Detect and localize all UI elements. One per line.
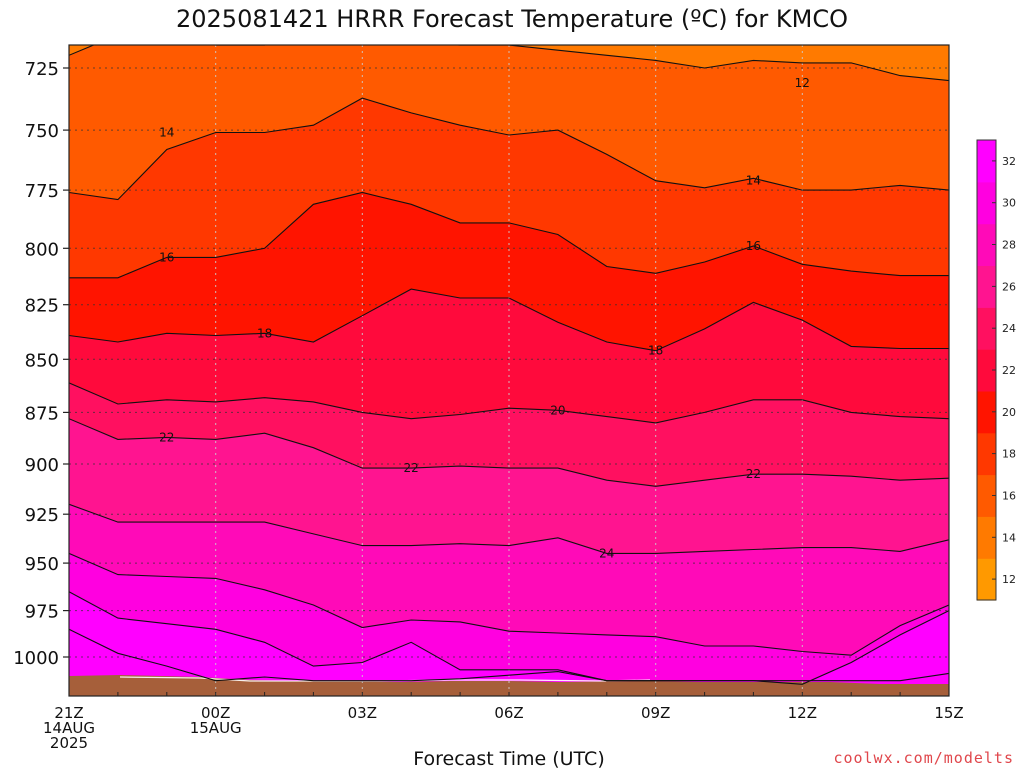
isotherm-16 — [69, 191, 949, 279]
y-tick-label-800: 800 — [25, 239, 59, 260]
colorbar-label-26: 26 — [1002, 280, 1016, 293]
contour-label-22: 22 — [404, 461, 419, 475]
y-tick-label-850: 850 — [25, 350, 59, 371]
isotherm-20 — [69, 382, 949, 424]
contour-label-18: 18 — [257, 326, 272, 340]
contour-labels: 12 14 14 16 16 18 18 20 22 22 22 24 — [159, 76, 810, 560]
y-tick-label-750: 750 — [25, 121, 59, 142]
y-tick-label-975: 975 — [25, 602, 59, 623]
x-tick-label-12Z: 12Z — [788, 704, 817, 722]
x-tick-label-15Z: 15Z — [934, 704, 963, 722]
band-14-16 — [69, 45, 949, 200]
isotherm-18 — [69, 288, 949, 352]
x-tick-label-21Z: 21Z — [54, 704, 83, 722]
band-12-14 — [69, 45, 949, 81]
x-tick-label-09Z: 09Z — [641, 704, 670, 722]
contour-label-16: 16 — [159, 250, 174, 264]
colorbar-label-20: 20 — [1002, 406, 1016, 419]
y-tick-label-1000: 1000 — [13, 648, 59, 669]
credit-link[interactable]: coolwx.com/modelts — [833, 749, 1014, 767]
contour-label-22: 22 — [159, 430, 174, 444]
colorbar-label-22: 22 — [1002, 364, 1016, 377]
colorbar-swatch-5 — [977, 349, 996, 392]
y-tick-label-875: 875 — [25, 403, 59, 424]
contour-label-22: 22 — [746, 467, 761, 481]
x-tick-label-06Z: 06Z — [494, 704, 523, 722]
colorbar-swatch-7 — [977, 265, 996, 308]
contour-label-18: 18 — [648, 344, 663, 358]
y-tick-label-825: 825 — [25, 296, 59, 317]
colorbar-swatch-4 — [977, 390, 996, 434]
x-tick-label-15AUG: 15AUG — [190, 719, 242, 737]
isotherm-22 — [69, 418, 949, 487]
isotherm-26 — [69, 552, 949, 656]
contour-label-16: 16 — [746, 239, 761, 253]
colorbar-label-14: 14 — [1002, 531, 1016, 544]
contour-label-14: 14 — [159, 126, 174, 140]
x-tick-label-03Z: 03Z — [348, 704, 377, 722]
chart-title: 2025081421 HRRR Forecast Temperature (ºC… — [176, 5, 848, 33]
colorbar-swatch-8 — [977, 223, 996, 266]
isotherm-14 — [69, 97, 949, 201]
colorbar-label-24: 24 — [1002, 322, 1016, 335]
colorbar-swatch-2 — [977, 474, 996, 517]
isotherm-28 — [69, 591, 949, 685]
ground-band — [69, 675, 949, 696]
x-tick-label-14AUG: 14AUG — [43, 719, 95, 737]
colorbar-label-12: 12 — [1002, 573, 1016, 586]
colorbar: 12 14 16 18 20 22 24 26 28 30 32 — [976, 139, 1016, 601]
contour-label-20: 20 — [550, 403, 565, 417]
colorbar-label-16: 16 — [1002, 490, 1016, 503]
y-axis: 725 750 775 800 825 850 875 900 925 950 975 1000 — [13, 59, 69, 669]
colorbar-swatch-9 — [977, 181, 996, 225]
y-tick-label-775: 775 — [25, 181, 59, 202]
isotherm-24 — [69, 503, 949, 554]
colorbar-swatch-6 — [977, 307, 996, 350]
x-tick-label-2025: 2025 — [50, 734, 88, 752]
colorbar-swatch-0 — [977, 558, 996, 601]
colorbar-label-18: 18 — [1002, 448, 1016, 461]
y-tick-label-725: 725 — [25, 59, 59, 80]
x-tick-label-00Z: 00Z — [201, 704, 230, 722]
colorbar-swatch-1 — [977, 516, 996, 559]
colorbar-label-28: 28 — [1002, 239, 1016, 252]
colorbar-label-32: 32 — [1002, 155, 1016, 168]
colorbar-swatch-3 — [977, 432, 996, 476]
y-tick-label-925: 925 — [25, 505, 59, 526]
contour-label-14: 14 — [746, 174, 761, 188]
colorbar-label-30: 30 — [1002, 197, 1016, 210]
temperature-bands — [69, 45, 949, 696]
isotherm-30 — [69, 628, 949, 682]
y-tick-label-900: 900 — [25, 455, 59, 476]
x-axis-label: Forecast Time (UTC) — [413, 748, 604, 768]
y-tick-label-950: 950 — [25, 554, 59, 575]
contour-label-12: 12 — [795, 76, 810, 90]
colorbar-swatch-10 — [977, 140, 996, 183]
contour-label-24: 24 — [599, 546, 614, 560]
